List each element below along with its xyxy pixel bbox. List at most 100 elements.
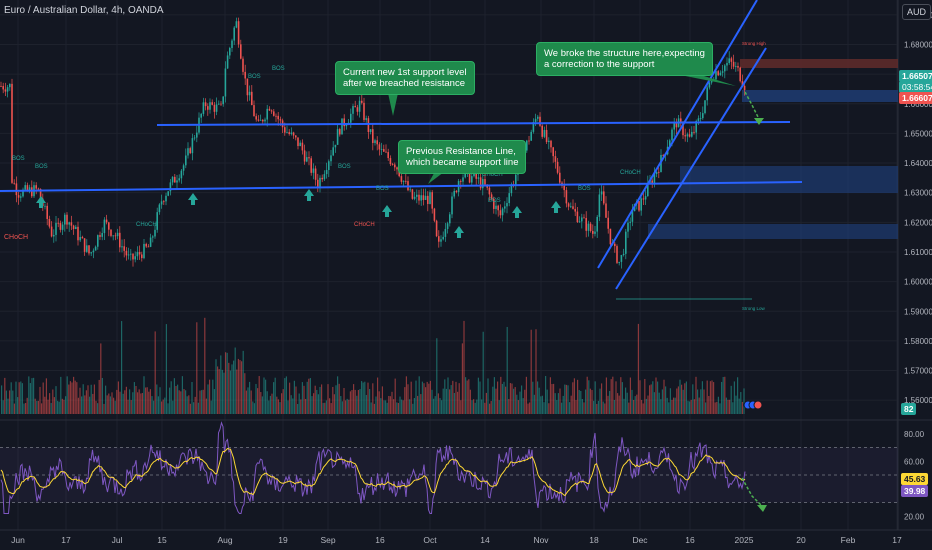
candle-body [57,222,59,224]
volume-bar [114,400,116,414]
candle-body [638,201,640,211]
currency-button[interactable]: AUD [902,4,932,20]
candle-body [2,86,4,90]
volume-bar [365,394,367,414]
volume-bar [279,402,281,414]
candle-body [715,71,717,80]
volume-bar [361,381,363,414]
volume-bar [431,389,433,414]
candle-body [515,174,517,185]
candle-body [257,119,260,121]
volume-bar [149,389,151,414]
volume-bar [650,384,652,414]
volume-bar [389,396,391,414]
volume-bar [58,401,60,414]
volume-bar [242,350,244,414]
candle-body [354,106,356,108]
volume-bar [44,396,46,414]
candle-body [495,205,497,209]
candle-body [174,176,176,183]
candle-body [361,100,363,103]
time-tick-label: 15 [157,535,167,545]
candle-body [185,155,187,166]
candle-body [449,214,451,224]
volume-bar [546,389,548,414]
candle-body [251,91,253,106]
volume-bar [330,403,332,414]
candle-body [402,180,405,182]
volume-bar [508,398,510,414]
volume-bar [653,392,655,414]
volume-bar [449,389,451,414]
volume-bar [218,369,220,414]
candle-body [308,157,310,159]
volume-bar [260,392,262,414]
candle-body [728,58,730,64]
demand-zone-lower [648,224,898,239]
volume-bar [453,392,455,414]
candle-body [710,79,713,83]
volume-bar [193,402,195,414]
candle-body [721,71,724,73]
volume-bar [357,390,359,414]
candle-body [44,205,46,207]
volume-bar [417,395,419,414]
volume-bar [205,398,207,414]
bos-label: BOS [338,164,351,170]
candle-body [706,87,708,101]
volume-bar [596,403,598,414]
volume-bar [273,382,275,414]
volume-bar [231,364,233,414]
volume-bar [657,381,659,414]
candle-body [642,198,645,200]
candle-body [622,253,625,255]
candle-body [618,261,620,263]
candle-body [152,236,154,238]
volume-bar [327,384,329,414]
volume-bar [687,400,689,414]
volume-bar [17,397,19,414]
candle-body [345,124,348,127]
candle-body [499,210,502,216]
volume-bar [695,376,697,414]
choch-label: CHoCH [136,222,157,228]
candle-body [13,182,15,184]
candle-body [552,147,554,157]
volume-bar [522,398,524,414]
volume-bar [409,399,411,414]
volume-bar [620,377,622,414]
volume-bar [613,399,615,414]
volume-bar [50,402,52,414]
candle-body [464,170,466,178]
volume-bar [274,377,276,414]
countdown-tag: 03:58:54 [899,81,932,93]
volume-bar [372,383,374,414]
time-tick-label: Jun [11,535,25,545]
volume-bar [740,392,742,414]
candle-body [391,164,394,165]
candle-body [537,116,539,119]
bos-label: BOS [376,186,389,192]
volume-bar [378,391,380,414]
volume-bar [249,381,251,414]
volume-bar [397,402,399,414]
volume-bar [117,381,119,414]
candle-body [125,250,128,256]
candle-body [61,224,64,230]
candle-body [325,170,328,175]
volume-bar [341,401,343,414]
candle-body [682,122,684,136]
volume-bar [202,389,204,414]
volume-bar [188,395,190,414]
previous-resistance-line [0,181,803,192]
volume-bar [177,384,179,414]
volume-bar [591,390,593,414]
volume-bar [359,389,361,414]
candle-body [112,235,114,237]
volume-bar [12,390,14,414]
volume-bar [53,397,55,414]
candle-body [651,180,653,184]
volume-bar [556,400,558,414]
candle-body [541,125,543,137]
candle-body [286,132,288,133]
